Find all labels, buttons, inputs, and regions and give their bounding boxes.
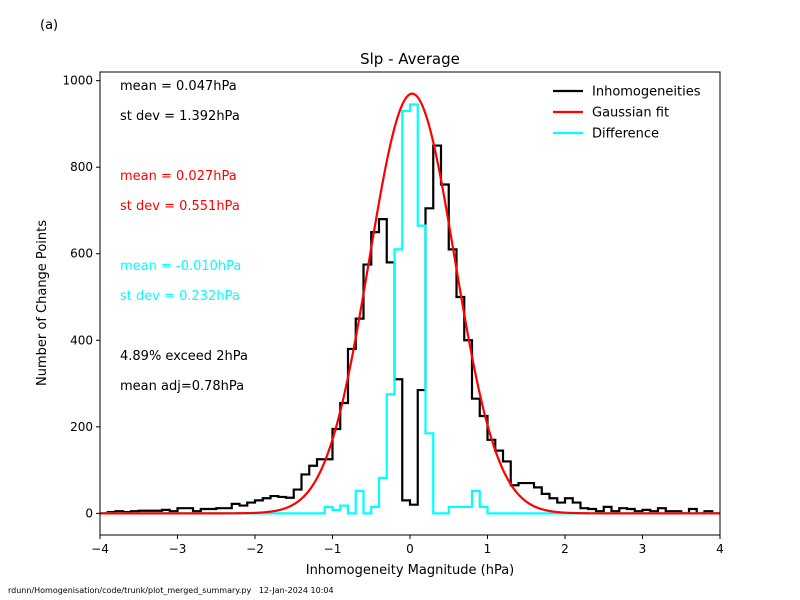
x-tick-label: −3 xyxy=(169,542,187,556)
y-axis: 0 200 400 600 800 1000 xyxy=(62,74,100,520)
annotation-text: st dev = 0.232hPa xyxy=(120,289,240,304)
legend-label: Gaussian fit xyxy=(592,106,669,121)
x-tick-label: 4 xyxy=(716,542,724,556)
y-tick-label: 0 xyxy=(85,506,93,520)
stats-annotations: mean = 0.047hPa st dev = 1.392hPa mean = 0… xyxy=(120,79,248,394)
annotation-text: mean = 0.027hPa xyxy=(120,169,237,184)
x-tick-label: −2 xyxy=(246,542,264,556)
y-axis-label: Number of Change Points xyxy=(35,220,50,386)
x-tick-label: 2 xyxy=(561,542,569,556)
x-tick-label: −1 xyxy=(324,542,342,556)
chart-title: Slp - Average xyxy=(360,50,460,68)
x-tick-label: 3 xyxy=(639,542,647,556)
legend: Inhomogeneities Gaussian fit Difference xyxy=(553,85,701,142)
footer: rdunn/Homogenisation/code/trunk/plot_mer… xyxy=(8,586,334,595)
inhomogeneities-series xyxy=(100,144,720,515)
annotation-text: st dev = 1.392hPa xyxy=(120,109,240,124)
y-tick-label: 200 xyxy=(70,420,93,434)
footer-path: rdunn/Homogenisation/code/trunk/plot_mer… xyxy=(8,586,252,595)
x-tick-label: 1 xyxy=(484,542,492,556)
x-axis-label: Inhomogeneity Magnitude (hPa) xyxy=(306,563,515,578)
y-tick-label: 800 xyxy=(70,160,93,174)
y-tick-label: 400 xyxy=(70,333,93,347)
panel-label: (a) xyxy=(40,18,59,33)
x-tick-label: −4 xyxy=(91,542,109,556)
annotation-text: st dev = 0.551hPa xyxy=(120,199,240,214)
x-axis: −4 −3 −2 −1 0 1 2 3 4 xyxy=(91,535,724,556)
gaussian-fit-series xyxy=(100,92,720,515)
y-tick-label: 1000 xyxy=(62,74,93,88)
legend-label: Difference xyxy=(592,127,659,142)
annotation-text: mean = 0.047hPa xyxy=(120,79,237,94)
legend-label: Inhomogeneities xyxy=(592,85,701,100)
annotation-text: mean = -0.010hPa xyxy=(120,259,241,274)
annotation-text: 4.89% exceed 2hPa xyxy=(120,349,248,364)
x-tick-label: 0 xyxy=(406,542,414,556)
annotation-text: mean adj=0.78hPa xyxy=(120,379,244,394)
y-tick-label: 600 xyxy=(70,247,93,261)
footer-date: 12-Jan-2024 10:04 xyxy=(258,586,334,595)
difference-series xyxy=(100,103,720,515)
